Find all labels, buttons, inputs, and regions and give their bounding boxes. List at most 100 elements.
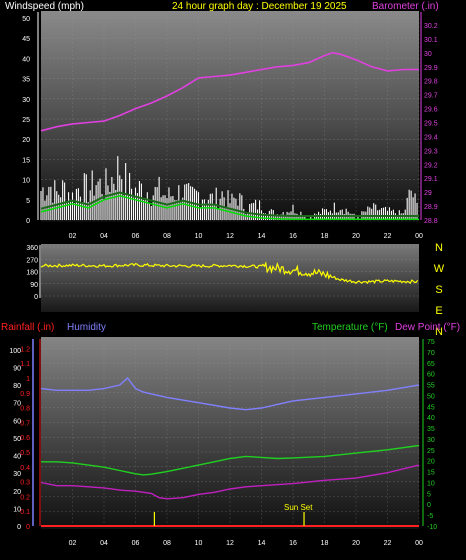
barometer-tick-label: 30.1: [424, 37, 438, 44]
temperature-axis-title: Temperature (°F): [312, 322, 388, 333]
x-tick-label: 12: [226, 233, 234, 240]
barometer-tick-label: 30: [424, 51, 432, 58]
wind-axis-title: Windspeed (mph): [5, 1, 84, 12]
rain-tick-label: 0.9: [20, 391, 30, 398]
barometer-tick-label: 29.8: [424, 79, 438, 86]
wind-average-line: [40, 195, 419, 220]
humidity-tick-label: 90: [13, 365, 21, 372]
humidity-tick-label: 70: [13, 401, 21, 408]
direction-tick-label: 360: [26, 245, 38, 252]
barometer-tick-label: 29.5: [424, 120, 438, 127]
humidity-tick-label: 0: [17, 524, 21, 531]
temperature-tick-label: -10: [427, 524, 437, 531]
x-tick-label: 16: [289, 233, 297, 240]
temperature-tick-label: 50: [427, 393, 435, 400]
x-tick-label: 08: [163, 540, 171, 547]
wind-average-line-dark: [40, 191, 419, 217]
x-tick-label: 12: [226, 540, 234, 547]
x-tick-label: 04: [100, 540, 108, 547]
x-tick-label: 10: [195, 233, 203, 240]
direction-panel: [41, 244, 419, 312]
x-tick-label: 02: [69, 233, 77, 240]
x-tick-label: 10: [195, 540, 203, 547]
rain-tick-label: 0.5: [20, 450, 30, 457]
x-tick-label: 20: [352, 540, 360, 547]
barometer-tick-label: 29.2: [424, 162, 438, 169]
wind-tick-label: 10: [22, 178, 30, 185]
x-tick-label: 16: [289, 540, 297, 547]
wind-tick-label: 25: [22, 117, 30, 124]
chart-date-title: 24 hour graph day : December 19 2025: [172, 1, 347, 12]
humidity-tick-label: 30: [13, 471, 21, 478]
wind-tick-label: 5: [26, 198, 30, 205]
x-tick-label: 22: [384, 233, 392, 240]
compass-label: E: [435, 305, 442, 317]
wind-tick-label: 0: [26, 218, 30, 225]
rain-tick-label: 0.4: [20, 465, 30, 472]
rain-tick-label: 0.2: [20, 494, 30, 501]
wind-baro-panel: [41, 11, 419, 222]
wind-tick-label: 15: [22, 157, 30, 164]
rain-tick-label: 1: [26, 376, 30, 383]
barometer-tick-label: 29.4: [424, 134, 438, 141]
wind-tick-label: 45: [22, 36, 30, 43]
temperature-tick-label: 70: [427, 350, 435, 357]
barometer-tick-label: 29.6: [424, 107, 438, 114]
wind-direction-line: [40, 261, 419, 285]
temperature-tick-label: 35: [427, 426, 435, 433]
barometer-tick-label: 30.2: [424, 23, 438, 30]
temperature-tick-label: 5: [427, 491, 431, 498]
temperature-tick-label: 45: [427, 404, 435, 411]
barometer-tick-label: 29.9: [424, 65, 438, 72]
chart-marks: [40, 51, 420, 527]
temperature-tick-label: 20: [427, 459, 435, 466]
x-tick-label: 02: [69, 540, 77, 547]
temperature-tick-label: 15: [427, 470, 435, 477]
rain-tick-label: 0.3: [20, 480, 30, 487]
barometer-tick-label: 29.1: [424, 176, 438, 183]
rain-tick-label: 1.1: [20, 361, 30, 368]
barometer-tick-label: 28.8: [424, 218, 438, 225]
temperature-tick-label: 55: [427, 383, 435, 390]
temperature-tick-label: 30: [427, 437, 435, 444]
temperature-tick-label: -5: [427, 513, 433, 520]
direction-tick-label: 90: [30, 282, 38, 289]
barometer-line: [40, 51, 419, 132]
temperature-tick-label: 65: [427, 361, 435, 368]
rain-tick-label: 0.8: [20, 406, 30, 413]
x-tick-label: 00: [415, 540, 423, 547]
direction-tick-label: 270: [26, 257, 38, 264]
barometer-tick-label: 29.7: [424, 93, 438, 100]
wind-tick-label: 40: [22, 56, 30, 63]
humidity-tick-label: 80: [13, 383, 21, 390]
rain-tick-label: 0: [26, 524, 30, 531]
humidity-tick-label: 50: [13, 436, 21, 443]
wind-tick-label: 35: [22, 77, 30, 84]
compass-label: W: [434, 263, 445, 275]
temperature-tick-label: 75: [427, 339, 435, 346]
humidity-tick-label: 20: [13, 489, 21, 496]
x-tick-label: 06: [132, 233, 140, 240]
barometer-tick-label: 29: [424, 190, 432, 197]
direction-tick-label: 0: [34, 294, 38, 301]
humidity-tick-label: 60: [13, 418, 21, 425]
x-tick-label: 14: [258, 540, 266, 547]
humidity-line: [40, 376, 420, 411]
temperature-tick-label: 0: [427, 502, 431, 509]
rain-axis-title: Rainfall (.in): [1, 322, 54, 333]
wind-tick-label: 30: [22, 97, 30, 104]
compass-label: N: [435, 242, 443, 254]
rain-tick-label: 0.1: [20, 509, 30, 516]
temp-hum-panel: [41, 337, 419, 529]
wind-tick-label: 50: [22, 16, 30, 23]
rain-tick-label: 0.6: [20, 435, 30, 442]
sunset-label: Sun Set: [284, 503, 313, 512]
x-tick-label: 14: [258, 233, 266, 240]
barometer-axis-title: Barometer (.in): [372, 1, 439, 12]
humidity-axis-title: Humidity: [67, 322, 106, 333]
x-tick-label: 18: [321, 540, 329, 547]
temperature-tick-label: 25: [427, 448, 435, 455]
axes: 0510152025303540455028.828.92929.129.229…: [9, 12, 445, 547]
humidity-tick-label: 40: [13, 454, 21, 461]
